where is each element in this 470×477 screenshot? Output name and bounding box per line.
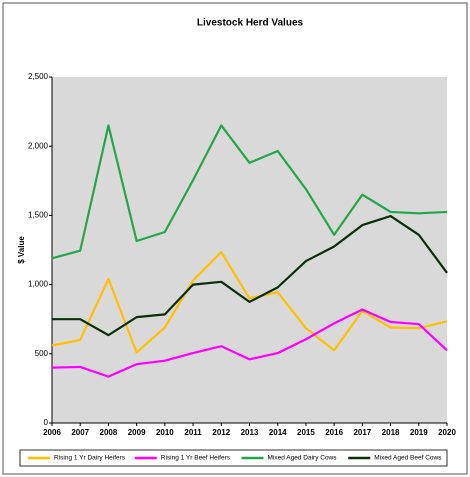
x-tick-label: 2018: [382, 428, 400, 437]
x-tick-label: 2006: [43, 428, 61, 437]
chart-title: Livestock Herd Values: [197, 18, 304, 29]
legend-label: Mixed Aged Dairy Cows: [268, 455, 338, 462]
plot-area: [52, 77, 447, 423]
y-tick-label: 0: [44, 418, 49, 427]
series-line: [52, 214, 448, 337]
x-tick-label: 2007: [71, 428, 89, 437]
legend-label: Rising 1 Yr Dairy Heifers: [54, 455, 126, 462]
x-tick-label: 2015: [297, 428, 315, 437]
legend: [19, 449, 448, 467]
x-tick-label: 2013: [241, 428, 259, 437]
x-tick-label: 2020: [438, 428, 456, 437]
series-line: [51, 250, 448, 354]
x-tick-label: 2012: [212, 428, 230, 437]
x-tick-label: 2010: [156, 428, 174, 437]
x-tick-label: 2016: [325, 428, 343, 437]
y-tick-label: 500: [35, 349, 49, 358]
y-tick-label: 2,500: [28, 72, 49, 81]
x-tick-label: 2008: [100, 428, 118, 437]
series-line: [51, 124, 448, 260]
legend-label: Rising 1 Yr Beef Heifers: [161, 455, 231, 462]
x-tick-label: 2019: [410, 428, 428, 437]
x-tick-label: 2017: [353, 428, 371, 437]
x-tick-label: 2014: [269, 428, 287, 437]
y-tick-label: 2,000: [28, 141, 49, 150]
y-axis-label: $ Value: [17, 236, 26, 264]
y-tick-label: 1,500: [28, 211, 49, 220]
x-tick-label: 2009: [128, 428, 146, 437]
legend-label: Mixed Aged Beef Cows: [374, 455, 442, 462]
x-tick-label: 2011: [184, 428, 202, 437]
y-tick-label: 1,000: [28, 280, 49, 289]
series-line: [51, 308, 448, 378]
